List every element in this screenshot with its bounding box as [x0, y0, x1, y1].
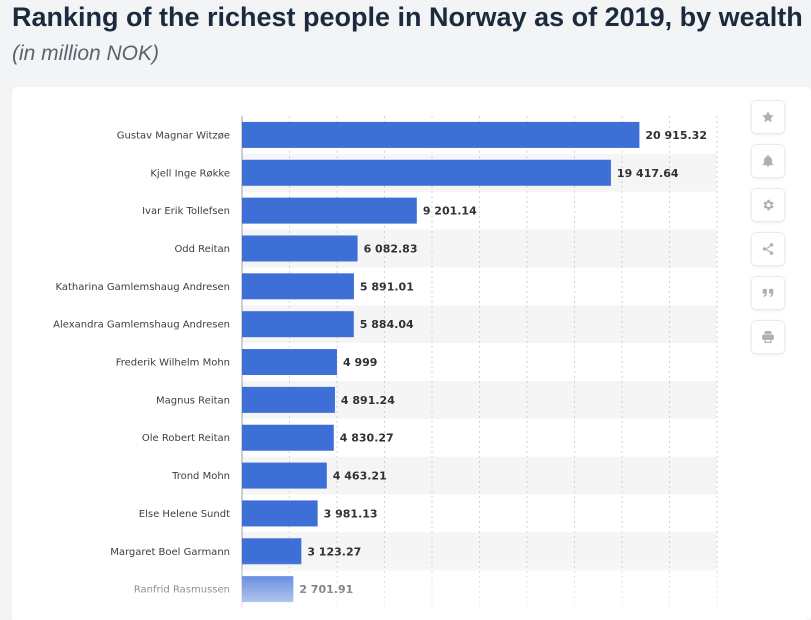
bar[interactable]	[242, 462, 327, 489]
category-label: Frederik Wilhelm Mohn	[116, 358, 230, 369]
gear-icon	[763, 199, 774, 211]
category-label: Kjell Inge Røkke	[150, 168, 230, 179]
value-label: 6 082.83	[364, 242, 418, 255]
value-label: 19 417.64	[617, 167, 679, 180]
bars	[242, 121, 640, 603]
bar[interactable]	[242, 311, 354, 338]
print-icon	[762, 331, 774, 343]
bar[interactable]	[242, 159, 611, 186]
bar[interactable]	[242, 576, 294, 603]
favorite-button[interactable]	[751, 100, 785, 134]
cite-button[interactable]	[751, 276, 785, 310]
category-label: Odd Reitan	[174, 244, 230, 255]
value-label: 2 701.91	[299, 583, 353, 596]
quote-icon	[762, 288, 774, 298]
page-subtitle: (in million NOK)	[12, 42, 160, 65]
bar[interactable]	[242, 121, 640, 148]
star-icon	[762, 111, 774, 123]
category-labels: Gustav Magnar Witzøe Kjell Inge Røkke Ivar…	[53, 130, 230, 595]
share-icon	[762, 243, 774, 255]
bell-icon	[762, 154, 774, 167]
value-label: 5 891.01	[360, 280, 414, 293]
category-label: Gustav Magnar Witzøe	[117, 130, 230, 141]
value-label: 9 201.14	[423, 205, 477, 218]
category-label: Trond Mohn	[171, 471, 230, 482]
category-label: Margaret Boel Garmann	[110, 547, 230, 558]
value-label: 4 891.24	[341, 394, 395, 407]
bar[interactable]	[242, 424, 334, 451]
settings-button[interactable]	[751, 188, 785, 222]
page-title: Ranking of the richest people in Norway …	[12, 2, 803, 32]
bar[interactable]	[242, 349, 337, 376]
bar[interactable]	[242, 500, 318, 527]
bar[interactable]	[242, 197, 417, 224]
notification-button[interactable]	[751, 144, 785, 178]
share-button[interactable]	[751, 232, 785, 266]
chart-toolbar	[751, 100, 785, 364]
category-label: Ole Robert Reitan	[142, 433, 230, 444]
category-label: Alexandra Gamlemshaug Andresen	[53, 320, 230, 331]
value-label: 20 915.32	[645, 129, 707, 142]
category-label: Katharina Gamlemshaug Andresen	[55, 282, 230, 293]
value-label: 4 463.21	[333, 470, 387, 483]
bar[interactable]	[242, 235, 358, 262]
category-label: Ranfrid Rasmussen	[134, 585, 230, 596]
value-label: 3 981.13	[324, 507, 378, 520]
value-label: 4 830.27	[340, 432, 394, 445]
value-label: 3 123.27	[307, 545, 361, 558]
category-label: Ivar Erik Tollefsen	[142, 206, 230, 217]
category-label: Else Helene Sundt	[139, 509, 230, 520]
bar[interactable]	[242, 538, 302, 565]
bar[interactable]	[242, 273, 354, 300]
category-label: Magnus Reitan	[156, 395, 230, 406]
print-button[interactable]	[751, 320, 785, 354]
value-label: 5 884.04	[360, 318, 414, 331]
value-label: 4 999	[343, 356, 377, 369]
bar[interactable]	[242, 386, 335, 413]
value-labels: 20 915.32 19 417.64 9 201.14 6 082.83 5 891.…	[299, 129, 707, 596]
